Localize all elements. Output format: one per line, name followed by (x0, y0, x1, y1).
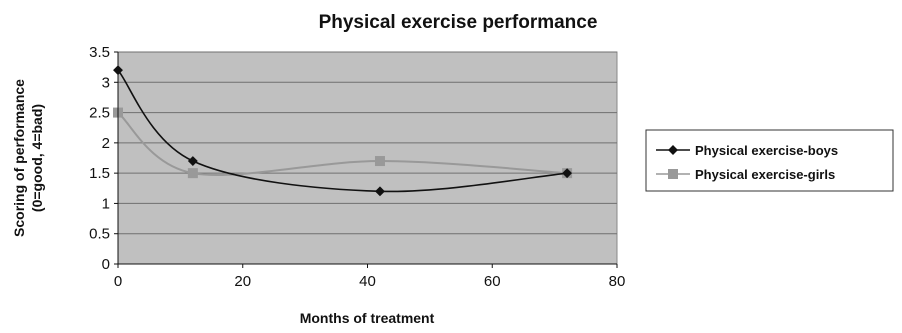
legend-marker-boys (668, 145, 678, 155)
legend: Physical exercise-boys Physical exercise… (645, 129, 894, 192)
series-line-boys (117, 69, 568, 193)
plot-area (117, 51, 618, 265)
legend-entry-boys: Physical exercise-boys (656, 143, 838, 158)
y-tick-label: 2.5 (89, 105, 110, 122)
y-tick-label: 0 (102, 256, 110, 273)
data-point-girls (374, 156, 385, 167)
data-point-girls (187, 168, 198, 179)
data-point-boys (375, 186, 385, 197)
y-tick-label: 3.5 (89, 44, 110, 61)
y-tick-label: 1.5 (89, 165, 110, 182)
data-point-boys (562, 168, 573, 179)
chart-title: Physical exercise performance (319, 12, 598, 33)
x-tick-label: 80 (609, 273, 626, 290)
legend-label-boys: Physical exercise-boys (695, 143, 838, 158)
y-tick-label: 1 (102, 195, 110, 212)
x-axis-tick-labels: 0 20 40 60 80 (114, 264, 626, 290)
gridlines (118, 51, 617, 235)
y-tick-label: 3 (102, 74, 110, 91)
x-axis-title: Months of treatment (300, 310, 435, 326)
y-axis-tick-labels: 0 0.5 1 1.5 2 2.5 3 3.5 (89, 44, 118, 273)
series-line-girls (117, 111, 568, 177)
x-tick-label: 60 (484, 273, 501, 290)
data-point-boys (187, 156, 198, 166)
y-axis-title-line-2: (0=good, 4=bad) (29, 104, 45, 212)
legend-label-girls: Physical exercise-girls (695, 167, 835, 182)
y-axis-title-line-1: Scoring of performance (11, 79, 27, 237)
legend-entry-girls: Physical exercise-girls (656, 167, 835, 182)
legend-marker-girls (668, 169, 678, 179)
x-tick-label: 40 (359, 273, 376, 290)
y-tick-label: 2 (102, 135, 110, 152)
legend-box (645, 129, 894, 192)
x-tick-label: 20 (234, 273, 251, 290)
x-tick-label: 0 (114, 273, 122, 290)
y-tick-label: 0.5 (89, 226, 110, 243)
series-layer (113, 65, 573, 197)
